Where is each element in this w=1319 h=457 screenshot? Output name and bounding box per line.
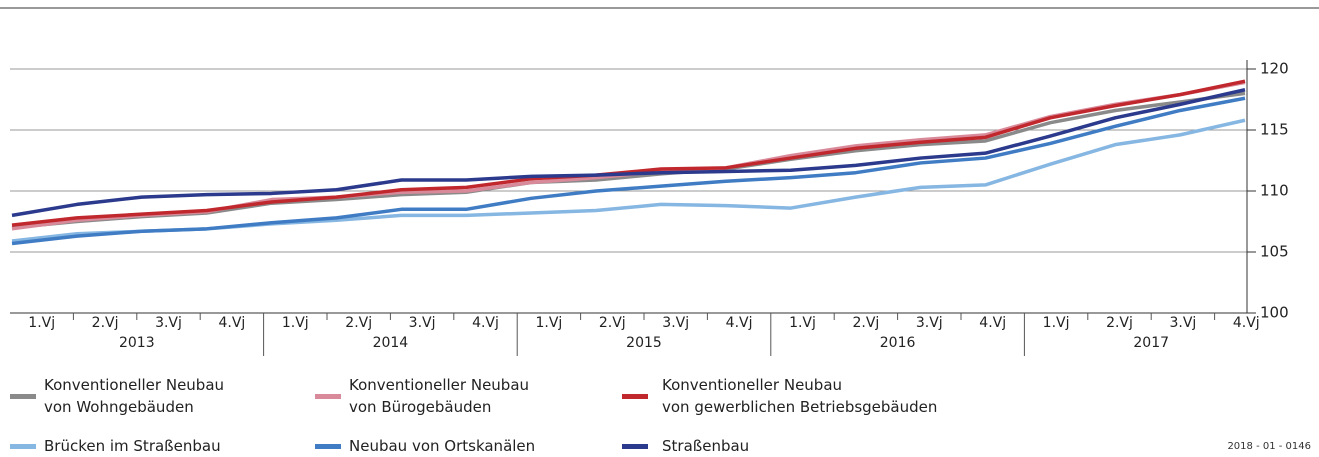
legend-label: Brücken im Straßenbau <box>44 437 221 455</box>
legend-item: Konventioneller Neubau von Wohngebäuden <box>10 374 224 418</box>
year-label: 2015 <box>626 335 662 351</box>
x-tick-label: 4.Vj <box>472 315 499 331</box>
x-tick-label: 1.Vj <box>789 315 816 331</box>
legend-item: Neubau von Ortskanälen <box>315 435 535 457</box>
x-tick-label: 3.Vj <box>916 315 943 331</box>
x-tick-label: 1.Vj <box>535 315 562 331</box>
year-label: 2016 <box>880 335 916 351</box>
y-tick-label: 105 <box>1260 243 1289 261</box>
legend-swatch <box>315 393 341 399</box>
source-note: 2018 - 01 - 0146 <box>1227 441 1311 452</box>
legend-label: Konventioneller Neubau von Wohngebäuden <box>44 376 225 416</box>
legend-item: Brücken im Straßenbau <box>10 435 221 457</box>
y-tick-label: 110 <box>1260 182 1289 200</box>
line-series <box>11 96 1246 246</box>
y-tick-label: 115 <box>1260 121 1289 139</box>
x-tick-label: 4.Vj <box>1233 315 1260 331</box>
line-series <box>11 88 1246 218</box>
x-tick-label: 2.Vj <box>1106 315 1133 331</box>
x-tick-label: 1.Vj <box>282 315 309 331</box>
line-series <box>11 79 1246 227</box>
legend-label: Konventioneller Neubau von Bürogebäuden <box>349 376 530 416</box>
legend-swatch <box>622 443 648 449</box>
legend-label: Straßenbau <box>662 437 750 455</box>
x-tick-label: 1.Vj <box>1043 315 1070 331</box>
y-tick-label: 100 <box>1260 304 1289 322</box>
x-tick-label: 4.Vj <box>726 315 753 331</box>
x-tick-label: 2.Vj <box>599 315 626 331</box>
legend-swatch <box>10 393 36 399</box>
year-label: 2017 <box>1133 335 1169 351</box>
line-series <box>11 118 1246 243</box>
x-tick-label: 4.Vj <box>218 315 245 331</box>
x-tick-label: 3.Vj <box>1169 315 1196 331</box>
chart: 100 105 110 115 120 1.Vj 2.Vj 3.Vj 4.Vj 1.Vj 2.Vj 3… <box>0 7 1319 356</box>
legend-item: Konventioneller Neubau von gewerblichen … <box>622 374 937 418</box>
legend-item: Konventioneller Neubau von Bürogebäuden <box>315 374 529 418</box>
x-tick-label: 4.Vj <box>979 315 1006 331</box>
x-tick-label: 3.Vj <box>409 315 436 331</box>
legend-label: Neubau von Ortskanälen <box>349 437 536 455</box>
x-tick-label: 2.Vj <box>92 315 119 331</box>
year-label: 2013 <box>119 335 155 351</box>
x-tick-label: 2.Vj <box>345 315 372 331</box>
x-tick-label: 3.Vj <box>155 315 182 331</box>
legend-swatch <box>10 443 36 449</box>
year-label: 2014 <box>373 335 409 351</box>
legend-label: Konventioneller Neubau von gewerblichen … <box>662 376 938 416</box>
legend-swatch <box>622 393 648 399</box>
legend-swatch <box>315 443 341 449</box>
y-tick-label: 120 <box>1260 60 1289 78</box>
x-tick-label: 1.Vj <box>28 315 55 331</box>
x-tick-label: 2.Vj <box>852 315 879 331</box>
x-tick-label: 3.Vj <box>662 315 689 331</box>
legend-item: Straßenbau <box>622 435 749 457</box>
